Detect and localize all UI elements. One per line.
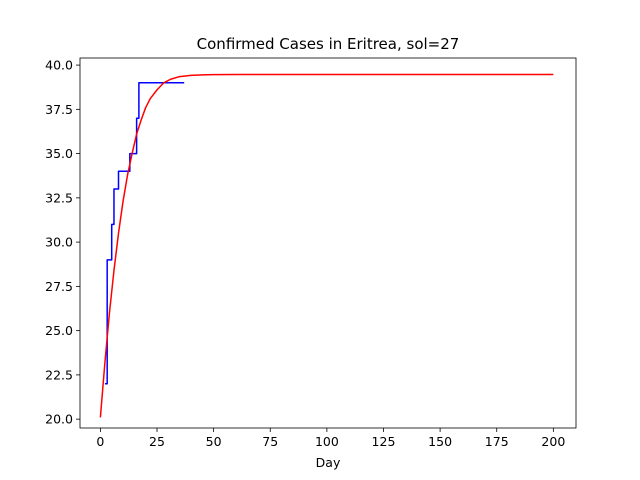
x-tick-label: 0 (96, 434, 104, 449)
x-tick-label: 50 (206, 434, 222, 449)
chart-title: Confirmed Cases in Eritrea, sol=27 (197, 35, 460, 53)
x-tick-label: 100 (315, 434, 339, 449)
y-tick-label: 37.5 (45, 102, 73, 117)
y-tick-label: 22.5 (45, 367, 73, 382)
series-line-2 (99, 73, 554, 418)
x-tick-label: 175 (485, 434, 509, 449)
x-tick-label: 200 (541, 434, 565, 449)
y-axis-ticks: 20.0 22.5 25.0 27.5 30.0 32.5 35.0 37.5 40.0 (45, 58, 80, 427)
x-tick-label: 125 (372, 434, 396, 449)
y-tick-label: 40.0 (45, 58, 73, 73)
y-tick-label: 32.5 (45, 190, 73, 205)
x-tick-label: 150 (428, 434, 452, 449)
y-tick-label: 20.0 (45, 412, 73, 427)
x-tick-label: 25 (149, 434, 165, 449)
y-tick-label: 27.5 (45, 279, 73, 294)
x-axis-ticks: 0 25 50 75 100 125 150 175 200 (96, 428, 565, 449)
y-tick-label: 35.0 (45, 146, 73, 161)
series-line-1 (104, 82, 185, 385)
plot-frame (79, 57, 577, 429)
y-tick-label: 25.0 (45, 323, 73, 338)
x-tick-label: 75 (262, 434, 278, 449)
plot-area (79, 57, 577, 429)
x-axis-label: Day (316, 455, 341, 470)
y-tick-label: 30.0 (45, 235, 73, 250)
